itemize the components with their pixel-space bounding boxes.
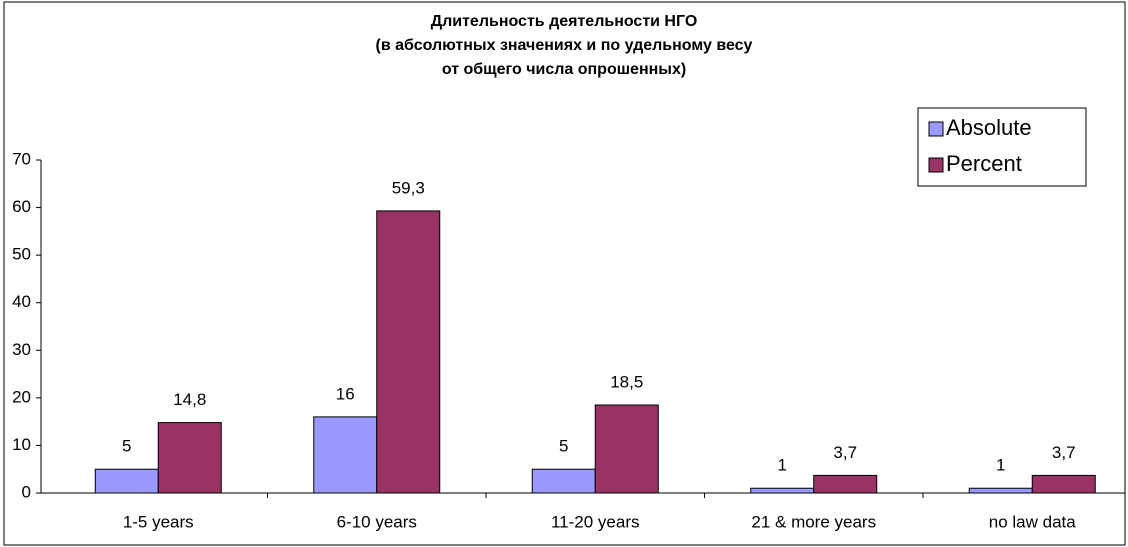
bar: [376, 210, 441, 494]
bar: [968, 487, 1033, 494]
legend-label: Absolute: [946, 115, 1032, 140]
bar: [531, 468, 596, 494]
data-label: 3,7: [833, 443, 857, 462]
data-label: 59,3: [392, 178, 425, 197]
y-tick-label: 60: [12, 197, 31, 216]
bar: [313, 416, 378, 494]
data-label: 16: [336, 384, 355, 403]
data-label: 1: [778, 456, 787, 475]
y-tick-label: 70: [12, 149, 31, 168]
x-tick-label: 1-5 years: [123, 512, 194, 531]
bar: [157, 422, 222, 494]
legend-box: [917, 107, 1087, 187]
y-tick-label: 20: [12, 387, 31, 406]
legend-label: Percent: [946, 151, 1022, 176]
data-label: 18,5: [610, 372, 643, 391]
data-label: 3,7: [1052, 443, 1076, 462]
bar: [594, 404, 659, 494]
bar: [1031, 474, 1096, 494]
bar: [750, 487, 815, 494]
data-label: 5: [122, 437, 131, 456]
x-tick-label: 21 & more years: [751, 512, 876, 531]
x-tick-label: 11-20 years: [551, 512, 640, 531]
y-tick-label: 10: [12, 435, 31, 454]
legend-swatch: [928, 157, 944, 173]
chart-title: от общего числа опрошенных): [442, 61, 686, 78]
x-tick-label: 6-10 years: [337, 512, 417, 531]
data-label: 5: [559, 437, 568, 456]
bar: [813, 474, 878, 494]
x-tick-label: no law data: [989, 512, 1076, 531]
chart-title: (в абсолютных значениях и по удельному в…: [376, 37, 753, 54]
legend-swatch: [928, 121, 944, 137]
y-tick-label: 30: [12, 340, 31, 359]
data-label: 1: [996, 456, 1005, 475]
y-tick-label: 40: [12, 292, 31, 311]
data-label: 14,8: [173, 390, 206, 409]
chart-title: Длительность деятельности НГО: [431, 13, 698, 30]
bar: [94, 468, 159, 494]
y-tick-label: 50: [12, 245, 31, 264]
y-tick-label: 0: [22, 482, 31, 501]
